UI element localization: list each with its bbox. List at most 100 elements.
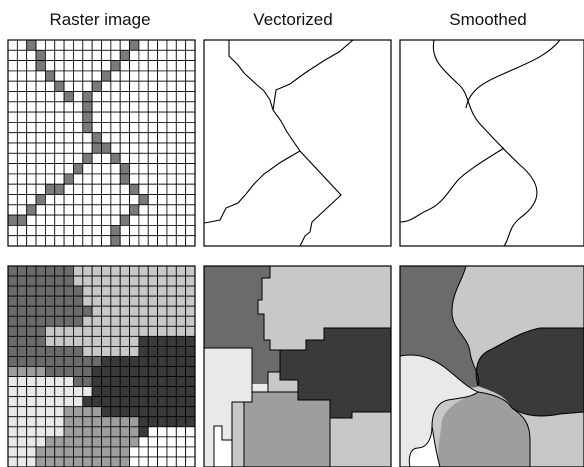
raster-cell [54,80,65,92]
raster-cell [26,39,37,51]
raster-cell [185,265,196,277]
raster-cell [35,456,46,467]
raster-cell [73,194,84,206]
raster-cell [119,122,130,134]
raster-cell [35,406,46,418]
raster-cell [110,224,121,237]
raster-cell [175,142,187,154]
raster-cell [45,386,56,398]
raster-cell [101,456,112,467]
raster-cell [82,101,93,113]
raster-cell [175,80,187,92]
raster-cell [54,436,65,448]
raster-cell [7,265,18,277]
raster-cell [119,396,130,408]
raster-cell [16,142,28,154]
raster-cell [91,315,102,327]
raster-cell [26,111,37,123]
raster-cell [138,335,149,347]
raster-cell [7,426,18,438]
raster-cell [45,295,56,307]
raster-cell [166,204,177,216]
raster-cell [63,295,74,307]
raster-cell [157,456,168,467]
raster-cell [138,376,149,387]
raster-cell [147,265,159,277]
raster-cell [45,204,56,216]
raster-cell [185,70,196,82]
raster-cell [82,49,93,61]
raster-cell [157,285,168,297]
raster-cell [157,194,168,206]
raster-cell [73,80,84,92]
raster-cell [7,386,18,398]
raster-cell [26,152,37,165]
raster-cell [129,416,140,428]
raster-cell [129,325,140,337]
raster-cell [7,204,18,216]
raster-cell [101,235,112,247]
raster-cell [119,39,130,51]
raster-cell [175,214,187,226]
raster-cell [54,122,65,134]
raster-cell [26,386,37,398]
raster-cell [35,70,46,82]
raster-cell [138,80,149,92]
raster-cell [16,335,28,347]
raster-cell [7,224,18,237]
raster-cell [101,446,112,458]
raster-cell [54,39,65,51]
raster-cell [119,305,130,317]
raster-cell [73,396,84,408]
raster-cell [129,70,140,82]
raster-cell [82,315,93,327]
raster-cell [45,70,56,82]
raster-cell [147,426,159,438]
raster-cell [35,386,46,398]
raster-cell [73,163,84,175]
raster-cell [82,396,93,408]
raster-cell [147,204,159,216]
raster-cell [129,152,140,165]
raster-cell [138,386,149,398]
raster-cell [185,132,196,144]
raster-cell [45,152,56,165]
raster-cell [63,163,74,175]
smoothed-zone-borders [399,265,584,467]
raster-cell [147,366,159,377]
raster-cell [175,49,187,61]
raster-cell [147,183,159,195]
raster-cell [129,214,140,226]
raster-cell [63,386,74,398]
raster-cell [166,456,177,467]
raster-cell [129,446,140,458]
raster-cell [54,49,65,61]
raster-cell [91,285,102,297]
raster-cell [157,142,168,154]
raster-cell [157,39,168,51]
raster-cell [45,315,56,327]
raster-cell [45,132,56,144]
raster-cell [7,275,18,287]
raster-cell [45,345,56,357]
raster-cell [54,456,65,467]
raster-cell [91,426,102,438]
raster-cell [157,376,168,387]
raster-cell [73,152,84,165]
raster-cell [175,91,187,103]
raster-cell [7,214,18,226]
raster-cell [82,132,93,144]
raster-cell [129,295,140,307]
raster-cell [166,70,177,82]
raster-cell [166,315,177,327]
raster-cell [175,275,187,287]
raster-cell [16,111,28,123]
raster-cell [73,173,84,185]
raster-cell [16,345,28,357]
raster-cell [91,295,102,307]
raster-cell [157,163,168,175]
raster-cell [166,173,177,185]
raster-cell [45,436,56,448]
raster-cell [82,376,93,387]
raster-cell [73,345,84,357]
